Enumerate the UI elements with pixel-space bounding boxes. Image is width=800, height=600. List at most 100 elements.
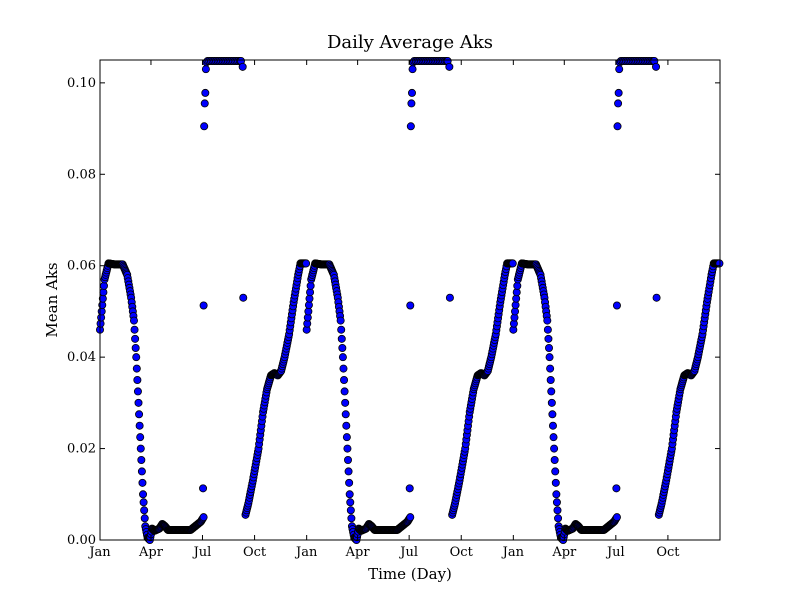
- data-point: [551, 467, 560, 476]
- x-axis-ticks: Jan Apr Jul Oct Jan Apr Jul Oct Jan Apr Jul Oct: [87, 60, 680, 560]
- data-point: [407, 99, 416, 108]
- data-point: [199, 484, 208, 493]
- data-point: [445, 62, 454, 71]
- y-tick-label: 0.00: [67, 533, 96, 548]
- data-point: [136, 433, 145, 442]
- data-point: [139, 490, 148, 499]
- x-tick-label: Jan: [501, 545, 525, 560]
- data-point: [337, 325, 346, 334]
- y-tick-label: 0.04: [67, 350, 96, 365]
- data-point: [336, 316, 345, 325]
- data-point: [132, 353, 141, 362]
- data-point: [347, 514, 356, 523]
- data-point: [345, 490, 354, 499]
- data-point: [200, 99, 209, 108]
- y-tick-label: 0.06: [67, 259, 96, 274]
- data-point: [612, 513, 621, 522]
- data-point: [407, 88, 416, 97]
- data-point: [135, 410, 144, 419]
- data-point: [546, 375, 555, 384]
- data-point: [612, 301, 621, 310]
- data-point: [338, 343, 347, 352]
- data-point: [406, 122, 415, 131]
- data-point: [342, 421, 351, 430]
- data-point: [134, 398, 143, 407]
- plot-frame: [99, 59, 721, 541]
- x-tick-label: Jul: [398, 545, 418, 560]
- data-point: [137, 455, 146, 464]
- data-point: [346, 506, 355, 515]
- data-point: [547, 398, 556, 407]
- data-point: [135, 421, 144, 430]
- x-axis-label: Time (Day): [368, 565, 452, 583]
- data-point: [132, 364, 141, 373]
- x-tick-label: Oct: [450, 545, 474, 560]
- chart-title: Daily Average Aks: [327, 32, 493, 53]
- data-point: [406, 301, 415, 310]
- data-point: [550, 444, 559, 453]
- data-point: [612, 484, 621, 493]
- data-point: [554, 514, 563, 523]
- data-point: [614, 99, 623, 108]
- x-tick-label: Oct: [656, 545, 680, 560]
- data-point: [136, 444, 145, 453]
- data-point: [548, 421, 557, 430]
- data-point: [652, 293, 661, 302]
- x-tick-label: Jul: [192, 545, 212, 560]
- data-point: [129, 316, 138, 325]
- data-point: [613, 122, 622, 131]
- data-point: [546, 364, 555, 373]
- x-tick-label: Jan: [294, 545, 318, 560]
- data-point: [346, 498, 355, 507]
- data-point: [543, 325, 552, 334]
- x-tick-label: Jul: [605, 545, 625, 560]
- data-point: [199, 513, 208, 522]
- data-point: [201, 88, 210, 97]
- data-point: [543, 316, 552, 325]
- data-point: [239, 293, 248, 302]
- data-point: [552, 498, 561, 507]
- data-point: [342, 433, 351, 442]
- data-point: [614, 88, 623, 97]
- data-point: [137, 467, 146, 476]
- data-point: [340, 387, 349, 396]
- data-point: [133, 375, 142, 384]
- data-point: [343, 455, 352, 464]
- data-point: [199, 301, 208, 310]
- data-point: [553, 506, 562, 515]
- data-point: [341, 398, 350, 407]
- data-point: [140, 506, 149, 515]
- data-point: [544, 334, 553, 343]
- data-point: [545, 343, 554, 352]
- y-axis-label: Mean Aks: [43, 262, 61, 337]
- data-point: [345, 478, 354, 487]
- x-tick-label: Jan: [87, 545, 111, 560]
- data-point: [302, 259, 311, 268]
- data-point: [552, 490, 561, 499]
- data-point: [652, 62, 661, 71]
- data-point: [406, 513, 415, 522]
- data-point: [131, 334, 140, 343]
- data-point: [133, 387, 142, 396]
- data-point: [551, 478, 560, 487]
- data-point: [201, 65, 210, 74]
- data-point: [549, 433, 558, 442]
- data-point: [139, 498, 148, 507]
- data-point: [344, 467, 353, 476]
- y-tick-label: 0.10: [67, 76, 96, 91]
- data-point: [339, 364, 348, 373]
- data-point: [238, 62, 247, 71]
- data-point: [405, 484, 414, 493]
- data-point: [547, 387, 556, 396]
- data-point: [408, 65, 417, 74]
- data-point: [130, 325, 139, 334]
- data-point: [337, 334, 346, 343]
- data-point: [140, 514, 149, 523]
- y-tick-label: 0.02: [67, 442, 96, 457]
- data-point: [545, 353, 554, 362]
- data-point: [131, 343, 140, 352]
- x-tick-label: Oct: [243, 545, 267, 560]
- x-tick-label: Apr: [551, 545, 577, 560]
